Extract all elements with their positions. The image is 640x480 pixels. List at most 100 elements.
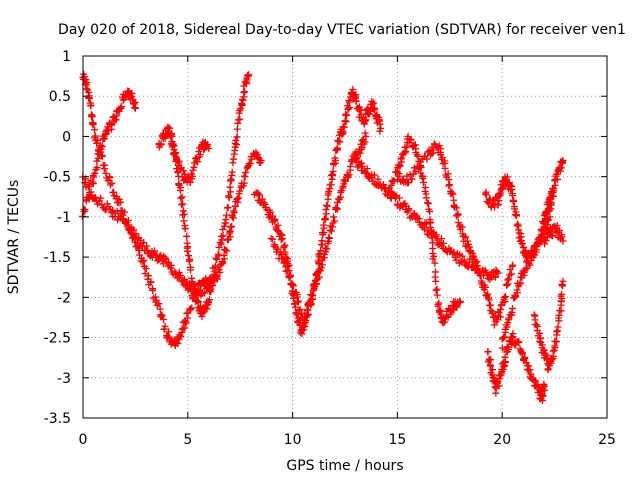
data-point: [559, 277, 567, 285]
x-tick-label: 15: [388, 432, 406, 448]
data-point: [341, 177, 349, 185]
data-point: [236, 187, 244, 195]
data-point: [487, 356, 495, 364]
data-point: [223, 247, 231, 255]
data-point: [433, 291, 441, 299]
data-point: [177, 271, 185, 279]
data-point: [395, 194, 403, 202]
data-point: [349, 86, 357, 94]
data-point: [198, 313, 206, 321]
data-point: [542, 237, 550, 245]
data-point: [482, 191, 490, 199]
data-point: [352, 97, 360, 105]
data-point: [240, 179, 248, 187]
series-track-2: [79, 87, 139, 220]
data-point: [147, 278, 155, 286]
series-track-10: [394, 140, 517, 329]
series-track-3: [79, 148, 265, 350]
data-point: [496, 313, 504, 321]
data-point: [117, 209, 125, 217]
data-point: [185, 257, 193, 265]
data-point: [215, 265, 223, 273]
data-point: [356, 149, 364, 157]
data-point: [556, 227, 564, 235]
data-point: [91, 169, 99, 177]
data-point: [189, 172, 197, 180]
data-point: [500, 362, 508, 370]
data-point: [539, 392, 547, 400]
data-point: [469, 252, 477, 260]
data-point: [180, 217, 188, 225]
data-point: [422, 194, 430, 202]
data-point: [362, 132, 370, 140]
data-point: [493, 268, 501, 276]
data-point: [364, 173, 372, 181]
data-point: [441, 164, 449, 172]
data-point: [494, 269, 502, 277]
data-point: [439, 239, 447, 247]
tick-marks: [82, 55, 608, 419]
y-tick-label: 0.5: [49, 89, 71, 105]
series-track-11: [482, 157, 567, 262]
data-point: [548, 356, 556, 364]
series-track-7: [267, 129, 370, 328]
y-tick-label: -0.5: [44, 170, 71, 186]
data-point: [403, 172, 411, 180]
data-point: [330, 217, 338, 225]
data-point: [432, 286, 440, 294]
data-point: [487, 306, 495, 314]
data-point: [358, 144, 366, 152]
data-point: [549, 354, 557, 362]
data-point: [274, 221, 282, 229]
data-point: [108, 179, 116, 187]
data-point: [113, 207, 121, 215]
data-point: [315, 273, 323, 281]
data-point: [509, 330, 517, 338]
data-point: [83, 79, 91, 87]
data-point: [470, 253, 478, 261]
data-point: [526, 261, 534, 269]
data-point: [448, 189, 456, 197]
data-point: [257, 157, 265, 165]
data-point: [161, 255, 169, 263]
data-point: [462, 233, 470, 241]
data-point: [304, 302, 312, 310]
data-point: [534, 240, 542, 248]
data-point: [226, 227, 234, 235]
data-point: [228, 222, 236, 230]
data-point: [453, 204, 461, 212]
data-point: [94, 136, 102, 144]
data-point: [476, 271, 484, 279]
data-point: [142, 264, 150, 272]
data-point: [254, 151, 262, 159]
data-point: [201, 289, 209, 297]
data-point: [406, 171, 414, 179]
data-point: [503, 323, 511, 331]
data-point: [438, 153, 446, 161]
data-point: [431, 259, 439, 267]
data-point: [179, 276, 187, 284]
data-point: [432, 231, 440, 239]
data-point: [131, 238, 139, 246]
data-point: [540, 382, 548, 390]
data-point: [541, 218, 549, 226]
data-point: [408, 175, 416, 183]
data-point: [370, 99, 378, 107]
data-point: [518, 240, 526, 248]
data-point: [323, 245, 331, 253]
y-tick-label: 1: [62, 49, 71, 65]
data-point: [190, 163, 198, 171]
data-point: [172, 270, 180, 278]
data-point: [329, 168, 337, 176]
data-point: [402, 147, 410, 155]
data-point: [118, 215, 126, 223]
data-point: [83, 85, 91, 93]
data-point: [501, 333, 509, 341]
data-point: [373, 112, 381, 120]
data-point: [328, 223, 336, 231]
data-point: [453, 303, 461, 311]
data-point: [227, 223, 235, 231]
data-point: [363, 165, 371, 173]
data-point: [362, 116, 370, 124]
data-point: [131, 104, 139, 112]
